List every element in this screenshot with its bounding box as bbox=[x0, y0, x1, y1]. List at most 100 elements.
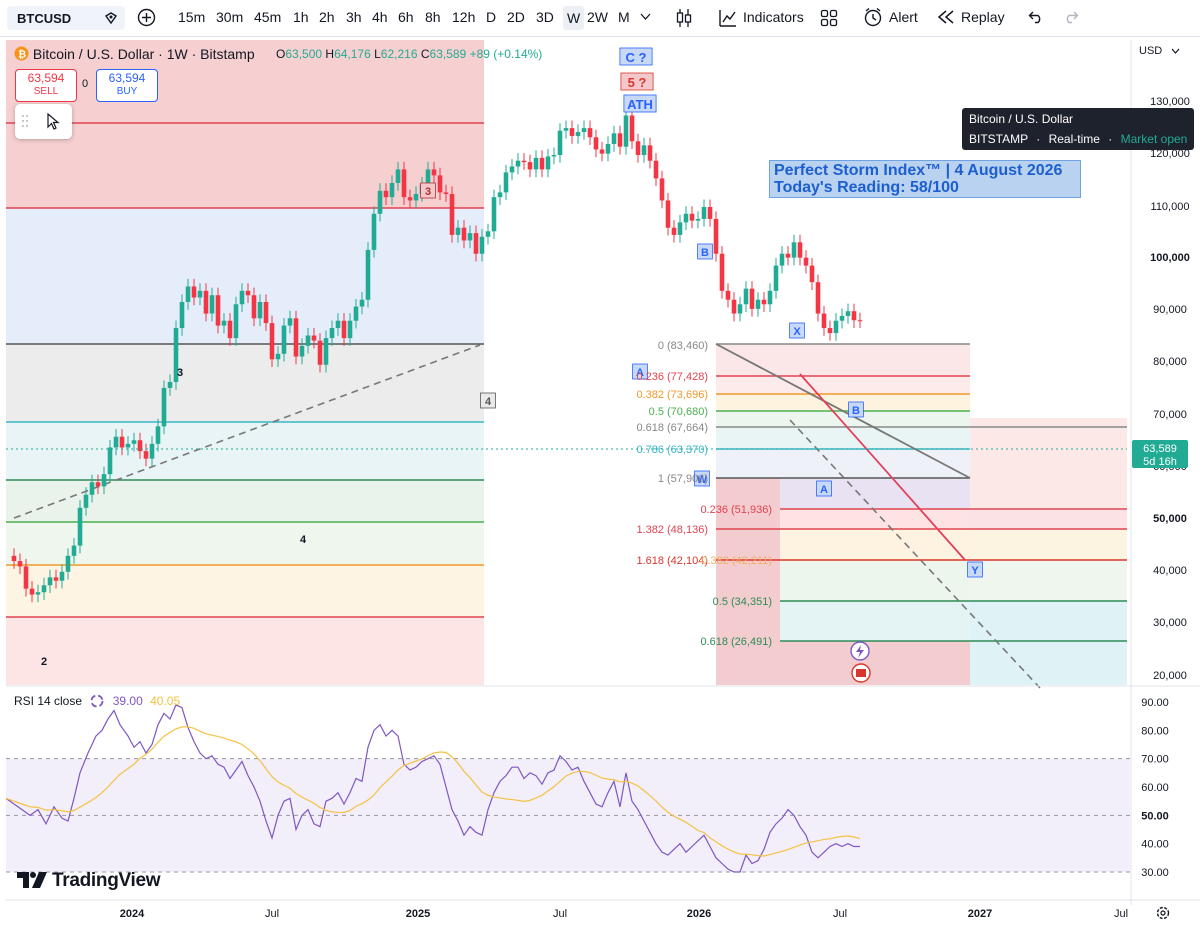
interval-12h[interactable]: 12h bbox=[452, 9, 476, 25]
candle-body bbox=[389, 182, 395, 198]
alert-button[interactable]: Alert bbox=[889, 9, 918, 25]
tooltip-realtime: Real-time bbox=[1048, 132, 1100, 146]
wave-y-line[interactable] bbox=[799, 373, 966, 561]
interval-3d[interactable]: 3D bbox=[536, 9, 554, 25]
interval-4h[interactable]: 4h bbox=[372, 9, 388, 25]
candle-body bbox=[197, 290, 203, 298]
indicators-button[interactable]: Indicators bbox=[743, 9, 804, 25]
wave-label-box[interactable] bbox=[816, 480, 832, 497]
candle-body bbox=[173, 328, 179, 382]
price-axis[interactable]: 130,000 120,000 110,000 100,000 90,000 80,000… bbox=[6, 40, 1200, 905]
undo-icon[interactable] bbox=[1028, 10, 1044, 24]
templates-icon[interactable] bbox=[820, 9, 838, 27]
cursor-arrow-icon[interactable] bbox=[46, 113, 60, 131]
candle-body bbox=[611, 133, 617, 144]
wave-label-box[interactable] bbox=[967, 561, 983, 578]
projection-trendline[interactable] bbox=[789, 419, 1041, 689]
wave-label-box[interactable] bbox=[480, 392, 496, 409]
drag-handle-icon[interactable] bbox=[21, 113, 29, 129]
candle-body bbox=[227, 320, 233, 339]
settings-gear-icon[interactable] bbox=[1156, 906, 1170, 920]
interval-d[interactable]: D bbox=[486, 9, 497, 25]
close-value: 63,589 bbox=[429, 47, 467, 61]
interval-m[interactable]: M bbox=[618, 9, 630, 25]
price-chart[interactable]: 2 3 4 3 4 5 ? C ? ATH B A X B W A Y 0 (83,460) 0.236 (77… bbox=[0, 37, 1200, 932]
candle-body bbox=[737, 304, 743, 314]
interval-2w[interactable]: 2W bbox=[587, 9, 608, 25]
wave-label[interactable]: C ? bbox=[626, 50, 647, 65]
wave-label[interactable]: 3 bbox=[425, 186, 431, 198]
redo-icon[interactable] bbox=[1063, 10, 1079, 24]
symbol-search[interactable]: BTCUSD bbox=[7, 6, 125, 30]
wave-label[interactable]: 5 ? bbox=[628, 75, 647, 90]
channel-upper-line[interactable] bbox=[715, 343, 971, 479]
wave-label-box[interactable] bbox=[694, 470, 710, 487]
support-trendline[interactable] bbox=[13, 344, 481, 519]
wave-label[interactable]: 4 bbox=[485, 396, 492, 408]
candle-body bbox=[689, 213, 695, 221]
wave-label-box[interactable] bbox=[789, 322, 805, 339]
interval-8h[interactable]: 8h bbox=[425, 9, 441, 25]
candle-body bbox=[659, 178, 665, 201]
wave-label[interactable]: 2 bbox=[41, 656, 47, 668]
wave-label-box[interactable] bbox=[620, 72, 654, 91]
wave-label[interactable]: W bbox=[697, 474, 708, 486]
wave-label[interactable]: X bbox=[793, 326, 801, 338]
price-tick: 90,000 bbox=[1153, 304, 1187, 316]
symbol-legend[interactable]: ₿ Bitcoin / U.S. Dollar · 1W · Bitstamp bbox=[14, 46, 255, 62]
replay-icon[interactable] bbox=[937, 10, 955, 24]
sell-button[interactable]: 63,594 SELL bbox=[15, 69, 77, 102]
fib-zone bbox=[6, 344, 484, 422]
wave-label[interactable]: B bbox=[701, 247, 709, 259]
watchlist-icon[interactable] bbox=[104, 11, 118, 25]
compare-symbol-icon[interactable] bbox=[137, 8, 156, 27]
replay-button[interactable]: Replay bbox=[961, 9, 1005, 25]
currency-selector[interactable]: USD bbox=[1139, 45, 1180, 57]
interval-15m[interactable]: 15m bbox=[178, 9, 206, 25]
alarm-clock-icon[interactable] bbox=[863, 7, 883, 27]
wave-label-box[interactable] bbox=[632, 363, 648, 380]
interval-2d[interactable]: 2D bbox=[507, 9, 525, 25]
indicators-icon[interactable] bbox=[718, 8, 738, 28]
wave-label-box[interactable] bbox=[623, 94, 657, 113]
perfect-storm-note[interactable]: Perfect Storm Index™ | 4 August 2026 Tod… bbox=[769, 160, 1081, 198]
wave-label-box[interactable] bbox=[619, 47, 653, 66]
price-tick: 50,000 bbox=[1153, 513, 1187, 525]
wave-label[interactable]: B bbox=[852, 405, 860, 417]
chevron-down-icon[interactable] bbox=[640, 13, 651, 21]
rsi-pane[interactable]: 90.00 80.00 70.00 60.00 50.00 40.00 30.00 bbox=[5, 697, 1169, 879]
wave-label[interactable]: 3 bbox=[177, 367, 183, 379]
interval-1h[interactable]: 1h bbox=[293, 9, 309, 25]
wave-label-box[interactable] bbox=[420, 182, 436, 199]
interval-w[interactable]: W bbox=[563, 6, 585, 30]
interval-45m[interactable]: 45m bbox=[254, 9, 282, 25]
candle-body bbox=[167, 381, 173, 388]
candle-body bbox=[665, 200, 671, 228]
candle-body bbox=[305, 335, 311, 346]
rsi-legend[interactable]: RSI 14 close 39.00 40.05 bbox=[14, 694, 180, 708]
candles-type-icon[interactable] bbox=[675, 7, 693, 29]
interval-2h[interactable]: 2h bbox=[319, 9, 335, 25]
buy-button[interactable]: 63,594 BUY bbox=[96, 69, 158, 102]
interval-6h[interactable]: 6h bbox=[398, 9, 414, 25]
candle-body bbox=[347, 320, 353, 339]
time-axis[interactable]: 2024 Jul 2025 Jul 2026 Jul 2027 Jul bbox=[6, 899, 1200, 920]
wave-label[interactable]: 4 bbox=[300, 534, 307, 546]
wave-label-box[interactable] bbox=[848, 401, 864, 418]
wave-label[interactable]: Y bbox=[971, 565, 979, 577]
wave-label[interactable]: A bbox=[636, 367, 644, 379]
interval-3h[interactable]: 3h bbox=[346, 9, 362, 25]
candle-body bbox=[113, 436, 119, 448]
interval-30m[interactable]: 30m bbox=[216, 9, 244, 25]
rsi-settings-icon[interactable] bbox=[89, 694, 105, 708]
rsi-tick: 70.00 bbox=[1141, 754, 1169, 766]
wave-label[interactable]: A bbox=[820, 484, 828, 496]
candle-body bbox=[467, 233, 473, 241]
candle-body bbox=[485, 231, 491, 237]
bitcoin-logo-icon: ₿ bbox=[14, 46, 29, 61]
wave-label[interactable]: ATH bbox=[627, 97, 653, 112]
candle-body bbox=[329, 328, 335, 339]
wave-label-box[interactable] bbox=[697, 243, 713, 260]
candle-body bbox=[521, 160, 527, 163]
last-price-value: 63,589 bbox=[1143, 443, 1177, 455]
